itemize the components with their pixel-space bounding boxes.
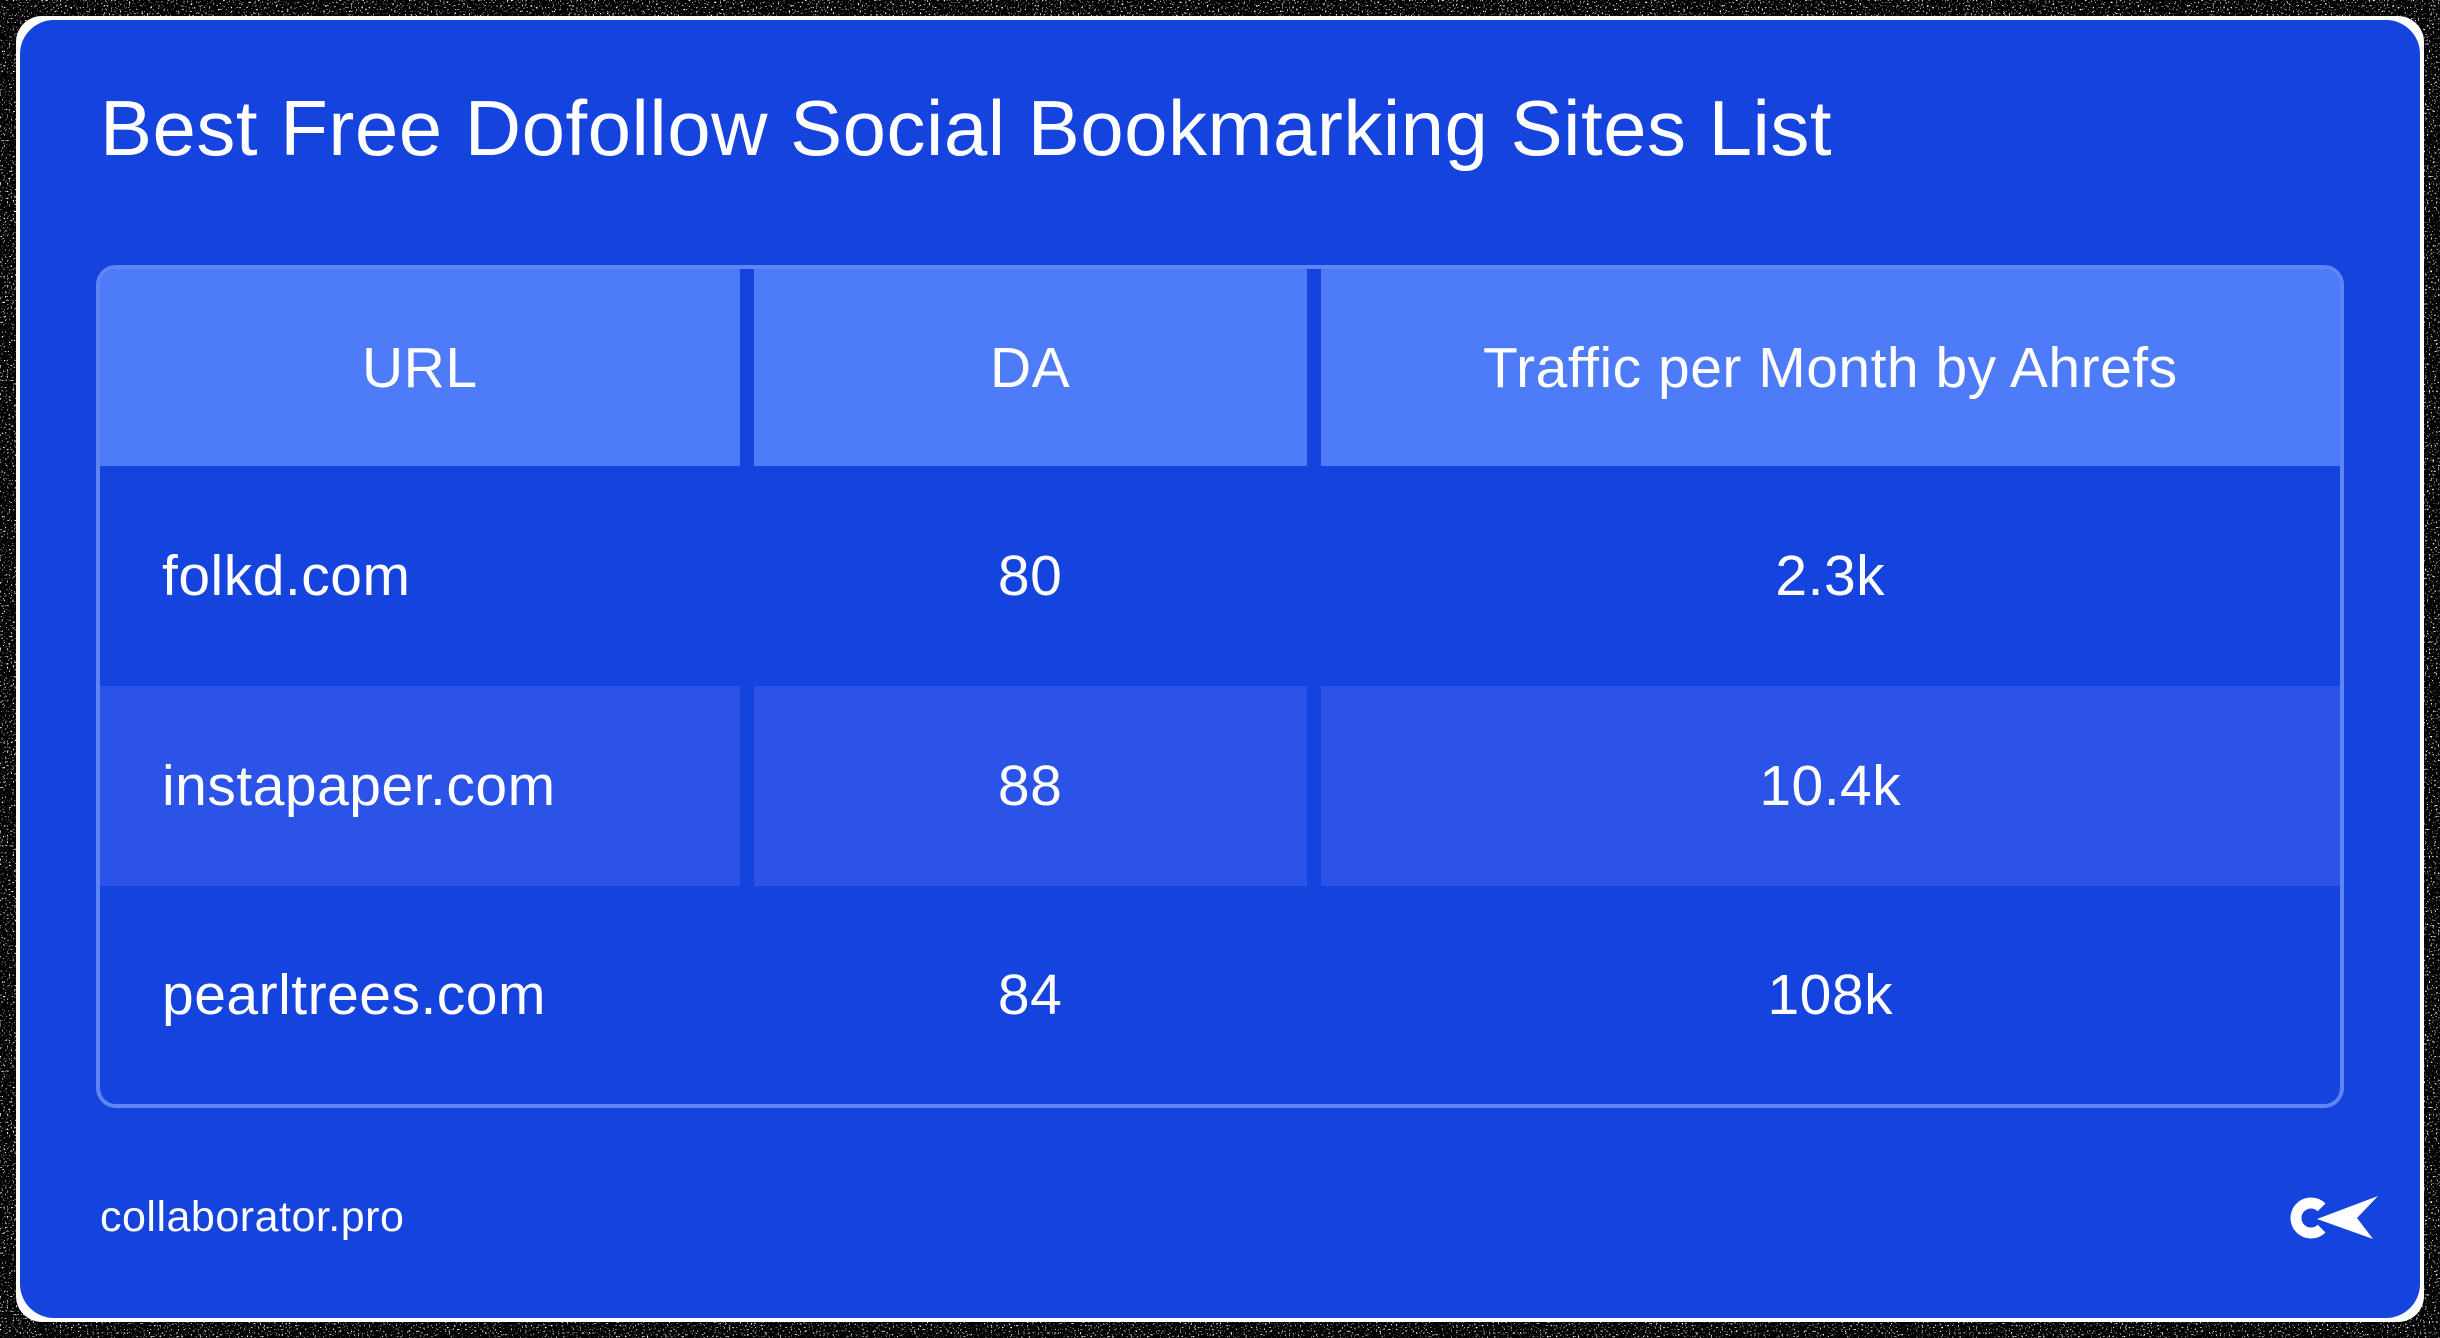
cell-row3-url: pearltrees.com [162, 963, 546, 1027]
collaborator-logo-icon [2290, 1196, 2378, 1239]
cell-row3-traffic: 108k [1767, 963, 1894, 1027]
header-cell-da: DA [753, 269, 1307, 466]
cell-row2-url: instapaper.com [100, 686, 740, 886]
cell-row3-da: 84 [997, 963, 1063, 1027]
cell-row1-url: folkd.com [162, 544, 411, 608]
page-title: Best Free Dofollow Social Bookmarking Si… [100, 84, 1833, 172]
cell-row1-da: 80 [997, 544, 1063, 608]
bookmarking-sites-table: URL DA Traffic per Month by Ahrefs folkd… [96, 265, 2344, 1108]
cell-row2-da: 88 [753, 686, 1307, 886]
card-background [20, 20, 2420, 1318]
cell-row1-traffic: 2.3k [1775, 544, 1886, 608]
footer: collaborator.pro [100, 1190, 2382, 1244]
cell-row2-traffic: 10.4k [1320, 686, 2340, 886]
header-cell-traffic: Traffic per Month by Ahrefs [1320, 269, 2340, 466]
header-cell-url: URL [100, 269, 740, 466]
brand-domain: collaborator.pro [100, 1192, 405, 1241]
